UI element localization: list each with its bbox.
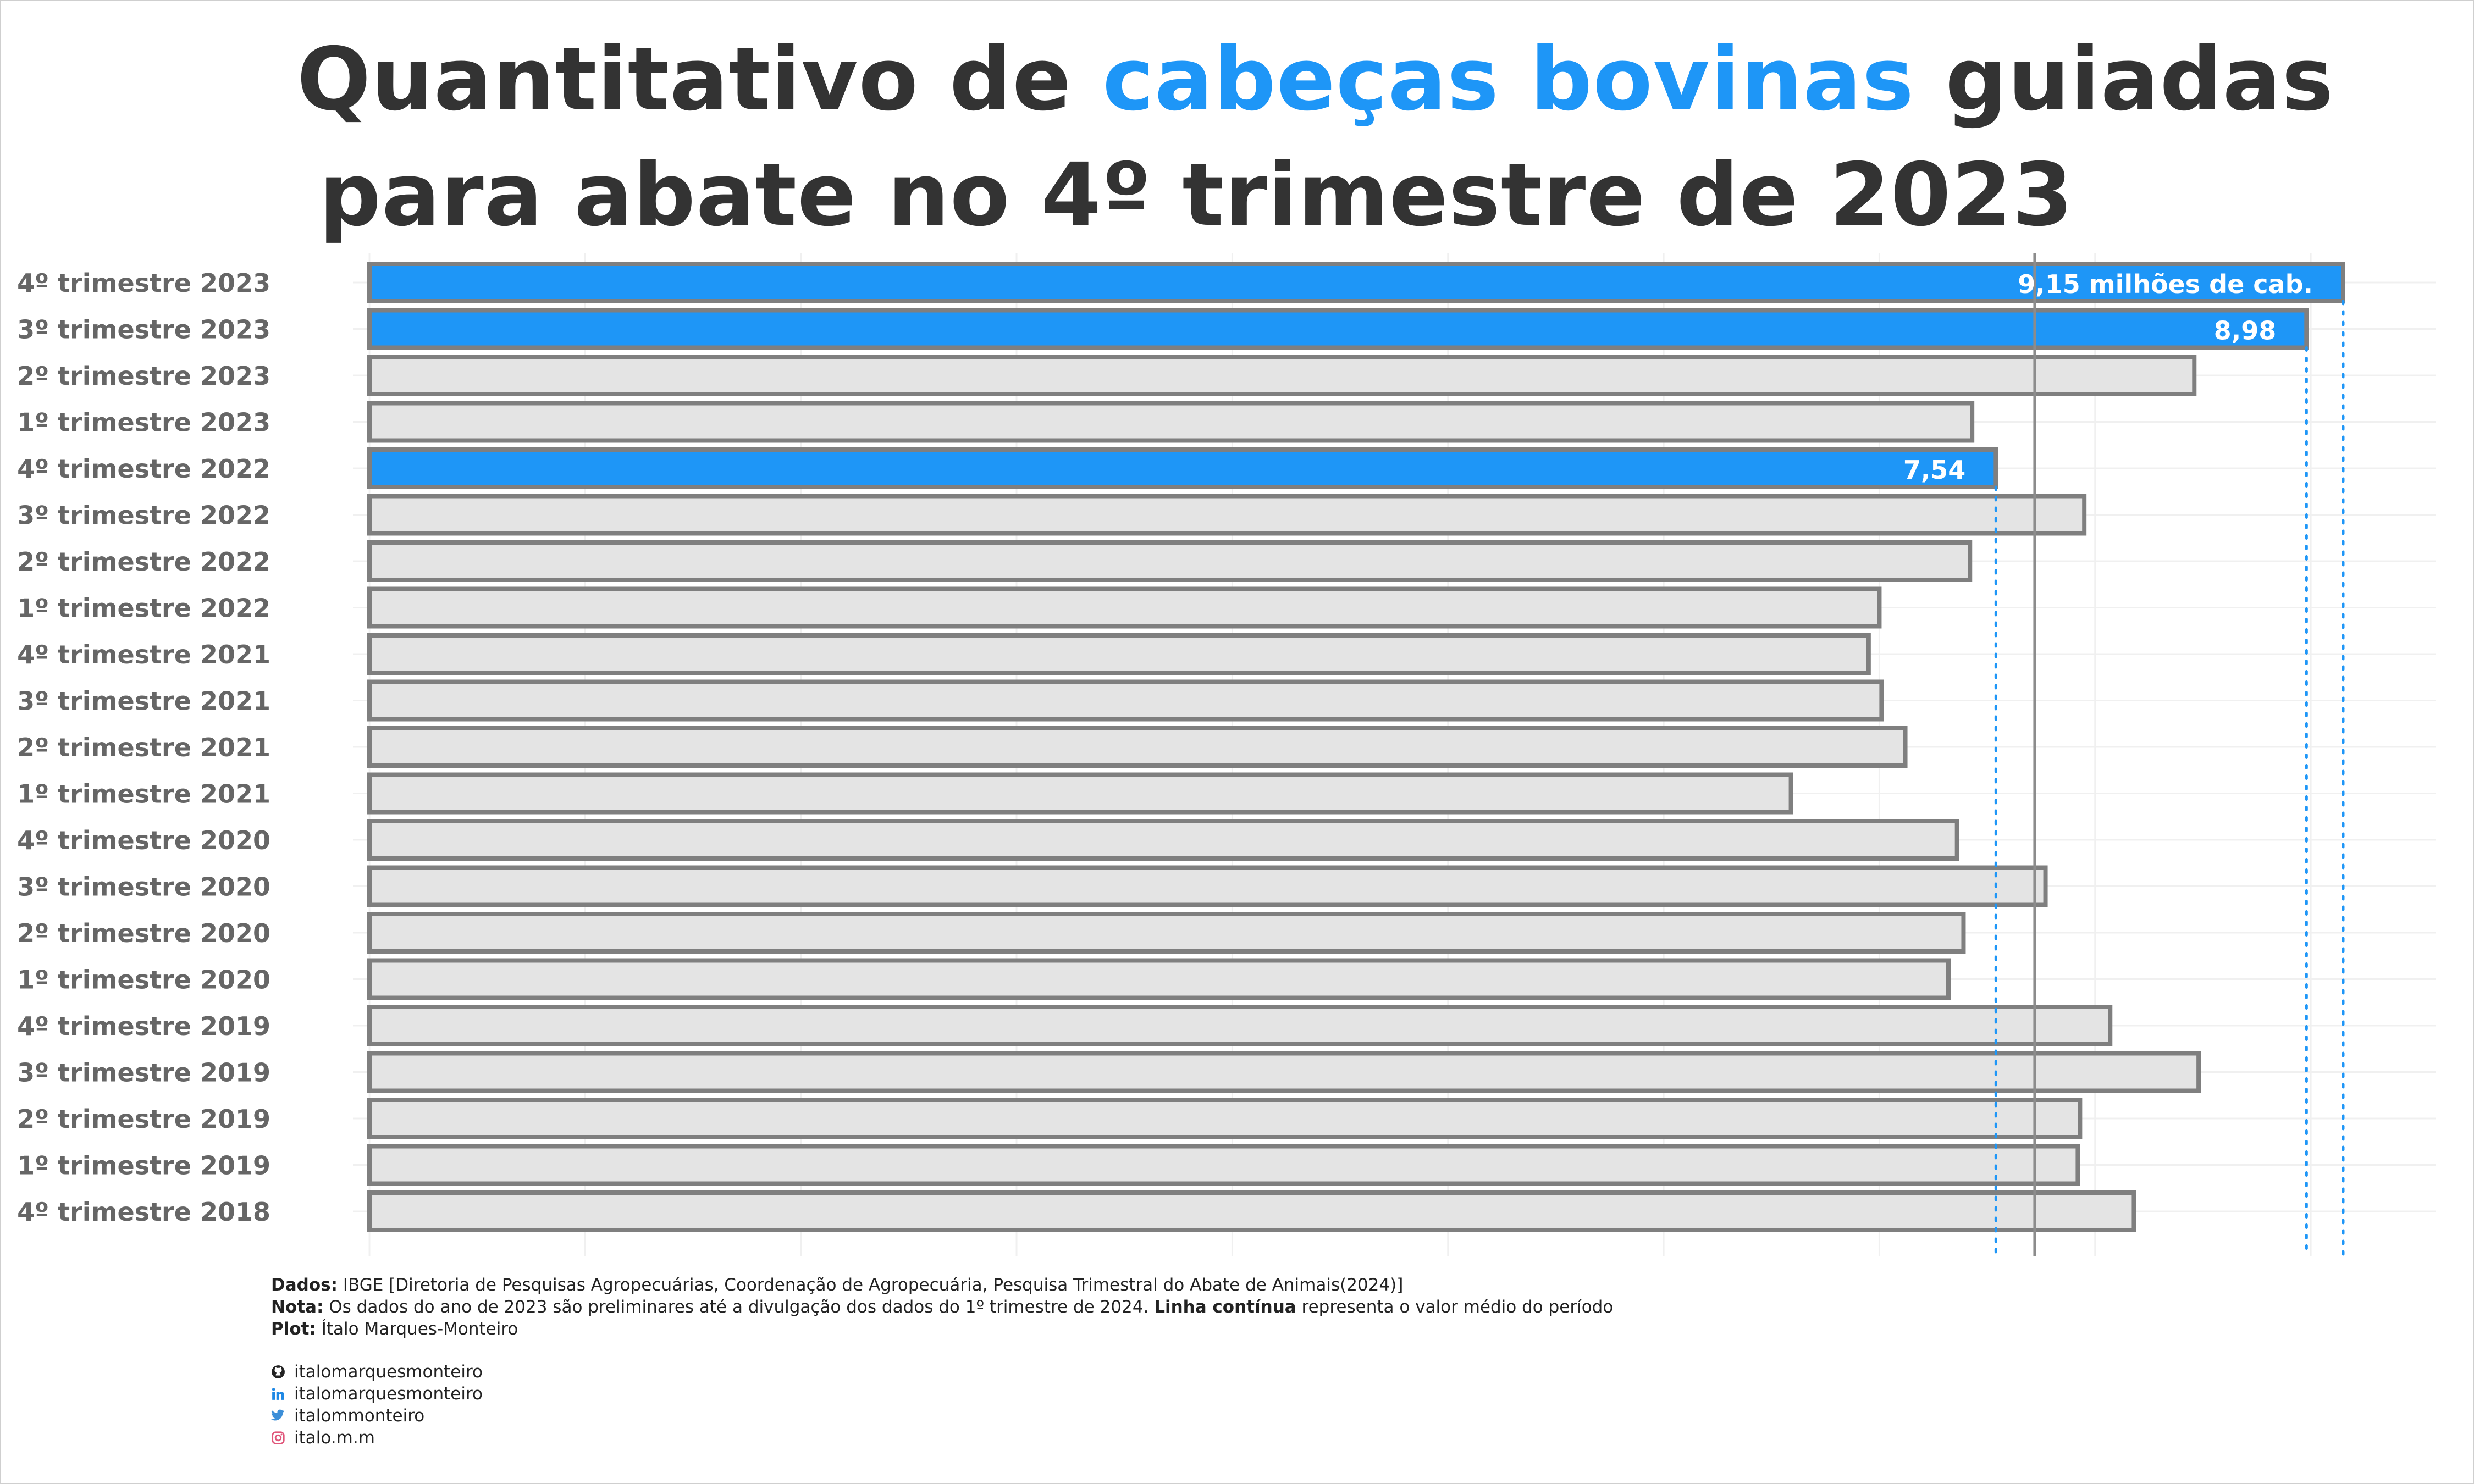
title-highlight: cabeças bovinas xyxy=(1102,29,1915,130)
data-label: 9,15 milhões de cab. xyxy=(2018,269,2313,299)
bar-highlighted xyxy=(367,447,1998,489)
bar xyxy=(367,958,1951,1000)
category-tick-label: 2º trimestre 2023 xyxy=(17,361,270,391)
bar xyxy=(367,819,1959,861)
category-tick-label: 3º trimestre 2022 xyxy=(17,501,270,530)
data-label: 7,54 xyxy=(1903,455,1966,485)
bar xyxy=(367,540,1973,582)
bar xyxy=(367,679,1884,722)
category-tick-label: 1º trimestre 2019 xyxy=(17,1151,270,1181)
category-tick-label: 4º trimestre 2023 xyxy=(17,268,270,298)
category-tick-label: 2º trimestre 2020 xyxy=(17,918,270,948)
category-tick-label: 2º trimestre 2019 xyxy=(17,1104,270,1134)
bar xyxy=(367,633,1871,675)
social-twitter[interactable]: italommonteiro xyxy=(271,1405,483,1427)
linkedin-icon xyxy=(272,1388,284,1400)
social-links: italomarquesmonteiro italomarquesmonteir… xyxy=(271,1361,483,1449)
caption-dados: Dados: IBGE [Diretoria de Pesquisas Agro… xyxy=(271,1274,1613,1296)
category-tick-label: 4º trimestre 2018 xyxy=(17,1197,270,1227)
title-part1: Quantitativo de xyxy=(297,29,1103,130)
bar xyxy=(367,1098,2083,1139)
caption-nota-label: Nota: xyxy=(271,1297,324,1317)
category-tick-label: 4º trimestre 2020 xyxy=(17,826,270,855)
caption-plot-label: Plot: xyxy=(271,1319,316,1339)
bar xyxy=(367,494,2087,536)
category-tick-label: 3º trimestre 2019 xyxy=(17,1058,270,1088)
category-tick-label: 4º trimestre 2019 xyxy=(17,1011,270,1041)
caption-dados-label: Dados: xyxy=(271,1275,338,1295)
caption-dados-text: IBGE [Diretoria de Pesquisas Agropecuári… xyxy=(343,1275,1404,1295)
twitter-icon xyxy=(271,1409,285,1421)
caption-plot-text: Ítalo Marques-Monteiro xyxy=(321,1319,518,1339)
github-icon xyxy=(272,1365,285,1378)
social-twitter-handle: italommonteiro xyxy=(294,1406,425,1426)
instagram-icon xyxy=(272,1431,285,1444)
category-tick-label: 1º trimestre 2023 xyxy=(17,408,270,438)
title-part2: guiadas xyxy=(1914,29,2334,130)
social-linkedin[interactable]: italomarquesmonteiro xyxy=(271,1383,483,1405)
bar xyxy=(367,1005,2113,1046)
data-label: 8,98 xyxy=(2214,316,2277,346)
chart-title: Quantitativo de cabeças bovinas guiadas … xyxy=(297,22,2333,253)
bar xyxy=(367,912,1966,954)
social-github-handle: italomarquesmonteiro xyxy=(294,1362,483,1382)
bar-highlighted xyxy=(367,308,2309,350)
category-tick-label: 1º trimestre 2022 xyxy=(17,594,270,623)
social-linkedin-handle: italomarquesmonteiro xyxy=(294,1384,483,1404)
bar-chart: 4º trimestre 2023 3º trimestre 2023 2º tri… xyxy=(17,253,2436,1258)
bar xyxy=(367,586,1882,629)
category-tick-label: 3º trimestre 2020 xyxy=(17,872,270,902)
caption-nota-bold: Linha contínua xyxy=(1154,1297,1296,1317)
bar xyxy=(367,1144,2080,1186)
bar xyxy=(367,355,2197,396)
category-tick-label: 1º trimestre 2021 xyxy=(17,779,270,809)
bar xyxy=(367,772,1793,815)
category-tick-label: 3º trimestre 2021 xyxy=(17,686,270,716)
bar xyxy=(367,1051,2201,1093)
bar xyxy=(367,726,1908,768)
category-tick-label: 4º trimestre 2022 xyxy=(17,454,270,484)
category-tick-label: 2º trimestre 2021 xyxy=(17,733,270,762)
caption: Dados: IBGE [Diretoria de Pesquisas Agro… xyxy=(271,1274,1613,1340)
social-instagram-handle: italo.m.m xyxy=(294,1428,375,1448)
caption-plot: Plot: Ítalo Marques-Monteiro xyxy=(271,1318,1613,1340)
caption-nota-text1: Os dados do ano de 2023 são preliminares… xyxy=(329,1297,1149,1317)
social-github[interactable]: italomarquesmonteiro xyxy=(271,1361,483,1383)
social-instagram[interactable]: italo.m.m xyxy=(271,1427,483,1449)
caption-nota-text2: representa o valor médio do período xyxy=(1301,1297,1614,1317)
bar xyxy=(367,865,2048,907)
bar xyxy=(367,401,1975,443)
category-tick-label: 4º trimestre 2021 xyxy=(17,640,270,669)
category-tick-label: 2º trimestre 2022 xyxy=(17,547,270,577)
bar xyxy=(367,1190,2136,1232)
bar-highlighted xyxy=(367,262,2345,303)
category-tick-label: 3º trimestre 2023 xyxy=(17,315,270,345)
caption-nota: Nota: Os dados do ano de 2023 são prelim… xyxy=(271,1296,1613,1318)
title-line2: para abate no 4º trimestre de 2023 xyxy=(319,145,2074,246)
category-tick-label: 1º trimestre 2020 xyxy=(17,965,270,995)
